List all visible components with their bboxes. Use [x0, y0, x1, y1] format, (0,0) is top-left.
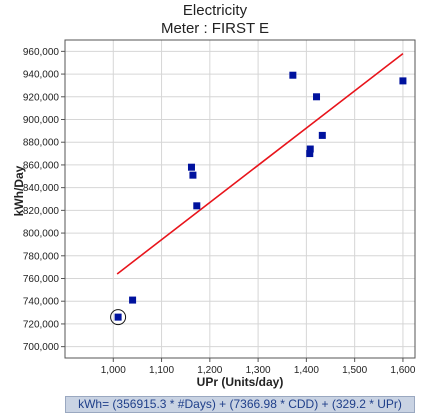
- data-point: [189, 171, 197, 179]
- y-axis-label: kWh/Day: [12, 165, 26, 217]
- x-tick-label: 1,000: [101, 365, 126, 376]
- data-point: [318, 131, 326, 139]
- data-point: [399, 77, 407, 85]
- regression-line: [116, 52, 404, 275]
- data-point: [187, 163, 195, 171]
- y-tick-label: 720,000: [23, 319, 60, 330]
- data-point: [289, 71, 297, 79]
- data-point: [193, 202, 201, 210]
- data-point: [313, 93, 321, 101]
- y-tick-label: 960,000: [23, 47, 60, 58]
- regression-equation: kWh= (356915.3 * #Days) + (7366.98 * CDD…: [65, 396, 415, 413]
- y-tick-label: 740,000: [23, 297, 60, 308]
- y-tick-label: 920,000: [23, 92, 60, 103]
- x-axis-label: UPr (Units/day): [196, 375, 284, 389]
- x-tick-label: 1,200: [197, 365, 222, 376]
- grid: [65, 40, 415, 358]
- chart-title-block: Electricity Meter : FIRST E: [0, 2, 430, 38]
- x-tick-label: 1,600: [390, 365, 415, 376]
- data-point: [306, 150, 314, 158]
- y-tick-label: 700,000: [23, 342, 60, 353]
- y-tick-label: 820,000: [23, 206, 60, 217]
- data-points: [110, 71, 407, 326]
- x-tick-label: 1,500: [342, 365, 367, 376]
- data-point: [129, 296, 137, 304]
- y-tick-label: 840,000: [23, 183, 60, 194]
- x-tick-label: 1,100: [149, 365, 174, 376]
- highlight-ring: [110, 309, 127, 326]
- chart-subtitle: Meter : FIRST E: [160, 20, 270, 37]
- y-tick-label: 860,000: [23, 160, 60, 171]
- y-tick-label: 760,000: [23, 274, 60, 285]
- y-tick-label: 940,000: [23, 70, 60, 81]
- chart-title: Electricity: [182, 2, 248, 19]
- y-tick-label: 780,000: [23, 251, 60, 262]
- axis-ticks: 700,000 720,000 740,000 760,000 780,000 800,0…: [23, 47, 416, 376]
- regression-line-layer: [116, 52, 404, 275]
- y-tick-label: 900,000: [23, 115, 60, 126]
- data-point: [306, 145, 314, 153]
- x-tick-label: 1,400: [294, 365, 319, 376]
- plot-frame: [64, 39, 416, 359]
- y-tick-label: 880,000: [23, 138, 60, 149]
- x-tick-label: 1,300: [246, 365, 271, 376]
- data-point: [114, 313, 122, 321]
- y-tick-label: 800,000: [23, 229, 60, 240]
